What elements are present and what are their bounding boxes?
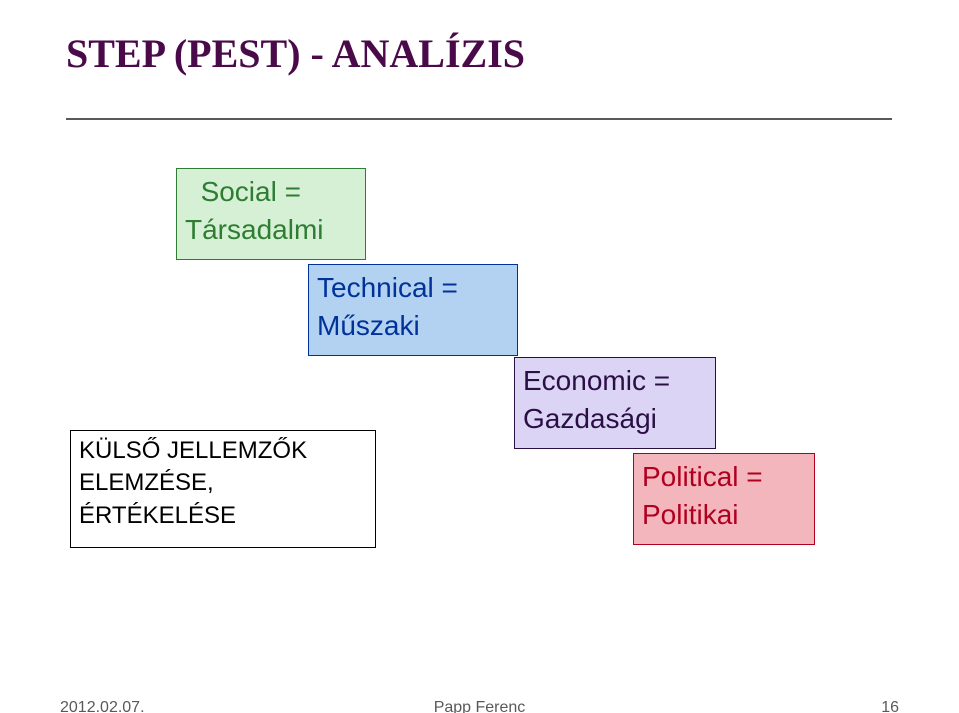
box-kulcs-line1: KÜLSŐ JELLEMZŐK <box>79 435 367 467</box>
box-technical-line1: Technical = <box>317 269 509 307</box>
box-economic-line1: Economic = <box>523 362 707 400</box>
box-political-line1: Political = <box>642 458 806 496</box>
box-political: Political = Politikai <box>633 453 815 545</box>
box-social-line1: Social = <box>185 173 357 211</box>
box-political-line2: Politikai <box>642 496 806 534</box>
title-underline <box>66 118 892 120</box>
box-social-line2: Társadalmi <box>185 211 357 249</box>
title-text: STEP (PEST) - ANALÍZIS <box>66 31 525 76</box>
box-technical-line2: Műszaki <box>317 307 509 345</box>
box-social: Social = Társadalmi <box>176 168 366 260</box>
box-economic: Economic = Gazdasági <box>514 357 716 449</box>
slide-title: STEP (PEST) - ANALÍZIS <box>66 30 525 77</box>
box-economic-line2: Gazdasági <box>523 400 707 438</box>
footer-date: 2012.02.07. <box>60 699 145 713</box>
footer-page: 16 <box>881 699 899 713</box>
box-technical: Technical = Műszaki <box>308 264 518 356</box>
slide: STEP (PEST) - ANALÍZIS Social = Társadal… <box>0 0 959 713</box>
box-kulcs: KÜLSŐ JELLEMZŐK ELEMZÉSE, ÉRTÉKELÉSE <box>70 430 376 548</box>
box-kulcs-line3: ÉRTÉKELÉSE <box>79 500 367 532</box>
footer-author: Papp Ferenc <box>434 699 526 713</box>
box-kulcs-line2: ELEMZÉSE, <box>79 467 367 499</box>
